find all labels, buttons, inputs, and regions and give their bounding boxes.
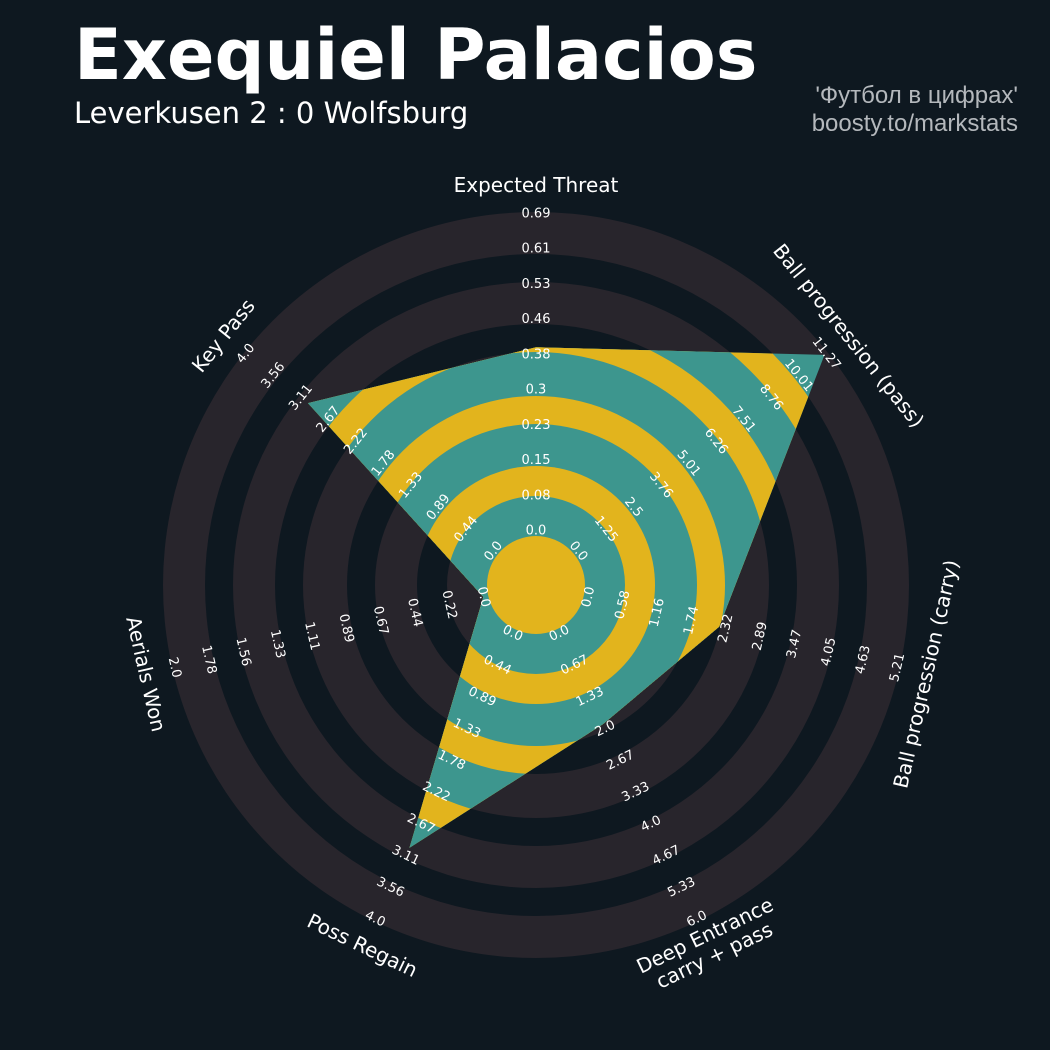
axis-tick-label: 0.38 [522, 347, 551, 362]
axis-tick-label: 0.44 [404, 597, 425, 629]
axis-tick-label: 0.08 [522, 488, 551, 503]
axis-tick-label: 2.32 [715, 613, 736, 645]
axis-tick-label: 1.33 [267, 628, 288, 660]
axis-tick-label: 0.0 [474, 585, 493, 609]
axis-tick-label: 0.23 [522, 418, 551, 433]
axis-tick-label: 0.15 [522, 453, 551, 468]
axis-tick-label: 0.89 [335, 613, 356, 645]
axis-tick-label: 4.63 [853, 644, 874, 676]
axis-tick-label: 0.61 [522, 242, 551, 257]
axis-tick-label: 1.78 [198, 644, 219, 676]
axis-label: Expected Threat [454, 173, 619, 197]
axis-tick-label: 2.0 [165, 656, 184, 680]
axis-tick-label: 2.89 [750, 620, 771, 652]
credit-link-text: boosty.to/markstats [811, 110, 1018, 137]
axis-tick-label: 0.53 [522, 277, 551, 292]
axis-tick-label: 1.74 [681, 605, 702, 637]
axis-label-line: Expected Threat [454, 173, 619, 197]
axis-tick-label: 0.67 [370, 605, 391, 637]
axis-tick-label: 0.58 [612, 589, 633, 621]
axis-label-line: Aerials Won [121, 614, 171, 734]
axis-tick-label: 0.3 [526, 383, 547, 398]
axis-label: Aerials Won [121, 614, 171, 734]
axis-tick-label: 0.22 [438, 589, 459, 621]
axis-tick-label: 1.11 [301, 620, 322, 652]
axis-tick-label: 1.56 [232, 636, 253, 668]
polygon-ring-fill [487, 536, 585, 634]
axis-tick-label: 0.0 [579, 585, 598, 609]
axis-tick-label: 3.47 [784, 628, 805, 660]
credit-text: 'Футбол в цифрах' [815, 82, 1018, 109]
axis-tick-label: 0.46 [522, 312, 551, 327]
axis-tick-label: 4.05 [818, 636, 839, 668]
axis-tick-label: 1.16 [647, 597, 668, 629]
match-subtitle: Leverkusen 2 : 0 Wolfsburg [74, 96, 469, 130]
player-name-title: Exequiel Palacios [74, 14, 758, 96]
axis-tick-label: 5.21 [887, 652, 908, 684]
axis-tick-label: 0.69 [522, 207, 551, 222]
axis-tick-label: 0.0 [526, 524, 547, 539]
